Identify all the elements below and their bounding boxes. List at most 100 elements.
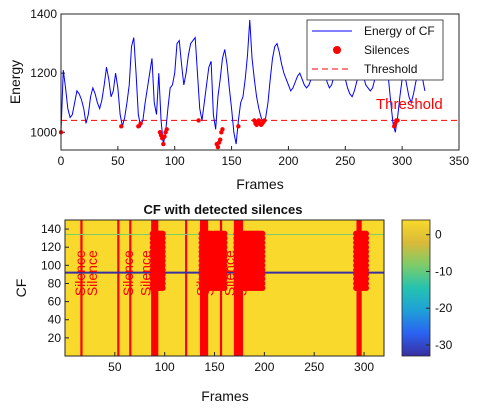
cf-x-tick-label: 150 xyxy=(205,360,225,374)
legend-label-silences: Silences xyxy=(364,43,409,57)
silence-marker xyxy=(363,275,370,282)
silence-marker xyxy=(363,230,370,237)
energy-legend: Energy of CF Silences Threshold xyxy=(306,19,444,81)
energy-x-tick-label: 250 xyxy=(335,154,355,168)
colorbar-tick-label: -30 xyxy=(435,338,453,352)
silence-marker xyxy=(259,235,266,242)
silence-stripe xyxy=(80,220,83,356)
silence-marker xyxy=(259,248,266,255)
energy-y-tick-label: 1200 xyxy=(30,66,57,80)
energy-y-tick-label: 1400 xyxy=(30,7,57,21)
energy-x-tick-label: 350 xyxy=(449,154,469,168)
silence-marker xyxy=(259,239,266,246)
silence-marker xyxy=(159,230,166,237)
silence-point xyxy=(220,127,225,132)
cf-y-tick-label: 120 xyxy=(41,240,61,254)
silence-marker xyxy=(221,280,228,287)
silence-point xyxy=(218,137,223,142)
cf-x-tick-label: 300 xyxy=(354,360,374,374)
silence-label: Silence xyxy=(84,250,100,296)
silence-point xyxy=(164,127,169,132)
silence-marker xyxy=(159,275,166,282)
silence-marker xyxy=(363,253,370,260)
cf-y-tick-label: 20 xyxy=(48,331,62,345)
silence-marker xyxy=(363,244,370,251)
silence-marker xyxy=(221,239,228,246)
silence-marker xyxy=(221,253,228,260)
silence-marker xyxy=(159,271,166,278)
cf-heatmap-chart: CF with detected silences SilenceSilence… xyxy=(13,202,453,404)
silence-marker xyxy=(259,275,266,282)
cf-y-tick-label: 60 xyxy=(48,295,62,309)
silence-marker xyxy=(221,262,228,269)
silence-marker xyxy=(259,271,266,278)
energy-y-label: Energy xyxy=(7,60,23,104)
silence-marker xyxy=(259,244,266,251)
silence-marker xyxy=(159,253,166,260)
silence-point xyxy=(262,118,267,123)
silence-label: Silence xyxy=(72,250,88,296)
energy-x-tick-label: 100 xyxy=(165,154,185,168)
silence-label: Silence xyxy=(138,250,154,296)
cf-x-tick-label: 200 xyxy=(254,360,274,374)
silence-marker xyxy=(363,248,370,255)
silence-marker xyxy=(259,285,266,291)
silence-stripe xyxy=(129,220,132,356)
silence-marker xyxy=(159,280,166,287)
energy-x-tick-label: 0 xyxy=(58,154,65,168)
cf-y-tick-label: 80 xyxy=(48,276,62,290)
silence-marker xyxy=(159,235,166,242)
energy-x-label: Frames xyxy=(236,176,283,192)
silence-label: Silence xyxy=(120,250,136,296)
cf-x-label: Frames xyxy=(201,388,248,404)
silence-point xyxy=(161,141,166,147)
silence-marker xyxy=(259,230,266,237)
cf-y-label: CF xyxy=(13,279,29,298)
silence-marker xyxy=(363,285,370,291)
cf-chart-title: CF with detected silences xyxy=(144,202,303,217)
silence-marker xyxy=(159,248,166,255)
energy-y-tick-label: 1000 xyxy=(30,125,57,139)
cf-x-tick-label: 100 xyxy=(155,360,175,374)
silence-marker xyxy=(363,235,370,242)
silence-marker xyxy=(259,262,266,269)
legend-box xyxy=(306,19,444,81)
silence-marker xyxy=(221,285,228,291)
silence-marker xyxy=(159,285,166,291)
silence-marker xyxy=(221,230,228,237)
silence-marker xyxy=(259,253,266,260)
silence-point xyxy=(236,124,241,129)
silence-point xyxy=(138,121,143,126)
silence-point xyxy=(162,134,167,139)
silence-marker xyxy=(221,244,228,251)
threshold-annotation: Threshold xyxy=(376,96,443,113)
silence-point xyxy=(215,144,221,150)
silence-marker xyxy=(159,257,166,264)
silence-marker xyxy=(363,257,370,264)
cf-y-tick-label: 140 xyxy=(41,222,61,236)
silence-marker xyxy=(159,244,166,251)
cf-plot-frame xyxy=(64,219,385,357)
silence-marker xyxy=(363,280,370,287)
silence-point xyxy=(196,118,201,123)
silence-marker xyxy=(363,266,370,273)
silence-point xyxy=(395,118,400,123)
silence-marker xyxy=(221,257,228,264)
colorbar xyxy=(401,219,431,357)
silence-marker xyxy=(221,235,228,242)
energy-chart: 0 50 100 150 200 250 300 350 1000 1200 1400 Thresh… xyxy=(7,7,469,192)
silence-marker xyxy=(259,257,266,264)
silence-stripe xyxy=(185,220,188,356)
silence-marker xyxy=(221,266,228,273)
cf-x-tick-label: 50 xyxy=(108,360,122,374)
silence-marker xyxy=(363,239,370,246)
silence-marker xyxy=(259,266,266,273)
legend-marker-silences xyxy=(333,46,341,54)
silence-stripe xyxy=(117,220,120,356)
silence-point xyxy=(119,124,124,129)
legend-label-energy: Energy of CF xyxy=(364,24,435,38)
silence-marker xyxy=(159,262,166,269)
cf-x-tick-label: 250 xyxy=(304,360,324,374)
silence-marker xyxy=(221,275,228,282)
